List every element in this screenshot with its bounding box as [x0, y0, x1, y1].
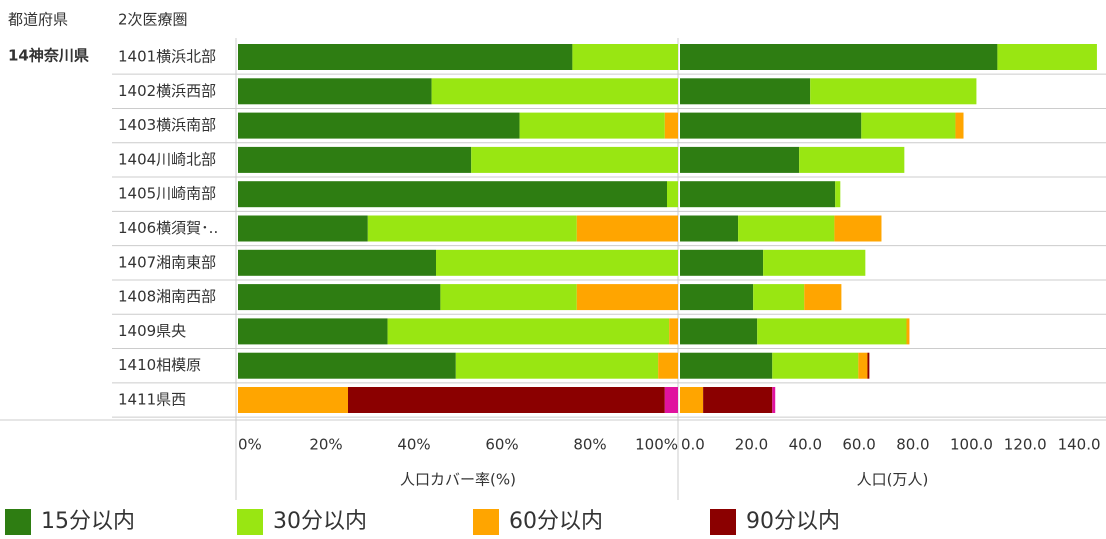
bar-segment — [519, 112, 665, 139]
bar-segment — [238, 249, 436, 276]
x-tick-label: 0% — [238, 436, 262, 454]
bar-segment — [757, 318, 907, 345]
x-tick-label: 120.0 — [1004, 436, 1047, 454]
bar-segment — [238, 215, 368, 242]
row-label: 1407湘南東部 — [118, 253, 216, 271]
bar-segment — [572, 44, 678, 70]
bar-segment — [858, 352, 868, 379]
row-label: 1411県西 — [118, 391, 186, 409]
bar-segment — [658, 352, 678, 379]
bar-segment — [238, 78, 432, 105]
bar-segment — [906, 318, 910, 345]
row-label: 1403横浜南部 — [118, 116, 216, 134]
bar-segment — [238, 44, 573, 70]
bar-segment — [680, 387, 704, 413]
legend-label: 90分以内 — [746, 509, 840, 534]
legend-label: 15分以内 — [41, 509, 135, 534]
header: 都道府県 — [8, 11, 68, 29]
bar-segment — [738, 215, 835, 242]
bar-segment — [440, 284, 577, 311]
bar-segment — [772, 387, 776, 413]
bar-segment — [680, 44, 998, 70]
x-tick-label: 60% — [485, 436, 518, 454]
row-label: 1404川崎北部 — [118, 150, 216, 168]
bar-segment — [238, 352, 456, 379]
bar-segment — [680, 284, 754, 311]
legend-swatch — [710, 509, 736, 535]
x-axis-label: 人口(万人) — [857, 471, 929, 489]
bar-segment — [387, 318, 670, 345]
row-label: 1406横須賀･.. — [118, 219, 218, 237]
x-tick-label: 80.0 — [896, 436, 929, 454]
group-label: 14神奈川県 — [8, 47, 89, 65]
row-label: 1410相模原 — [118, 356, 201, 374]
row-label: 1402横浜西部 — [118, 82, 216, 100]
bar-segment — [680, 181, 836, 208]
bar-segment — [680, 146, 800, 173]
legend-label: 30分以内 — [273, 509, 367, 534]
bar-segment — [238, 181, 667, 208]
row-label: 1405川崎南部 — [118, 185, 216, 203]
bar-segment — [664, 112, 678, 139]
row-label: 1401横浜北部 — [118, 48, 216, 66]
bar-segment — [680, 318, 758, 345]
row-label: 1408湘南西部 — [118, 288, 216, 306]
bar-segment — [436, 249, 678, 276]
bar-segment — [680, 352, 773, 379]
x-tick-label: 20.0 — [735, 436, 768, 454]
x-tick-label: 40% — [397, 436, 430, 454]
bar-segment — [680, 78, 811, 105]
x-tick-label: 140.0 — [1058, 436, 1101, 454]
bar-segment — [576, 284, 678, 311]
bar-segment — [753, 284, 805, 311]
bar-segment — [867, 352, 870, 379]
legend-swatch — [5, 509, 31, 535]
bar-segment — [680, 249, 764, 276]
bar-segment — [763, 249, 866, 276]
bar-segment — [835, 181, 841, 208]
x-tick-label: 100% — [635, 436, 678, 454]
bar-segment — [664, 387, 678, 413]
bar-segment — [703, 387, 773, 413]
legend-label: 60分以内 — [509, 509, 603, 534]
bar-segment — [810, 78, 977, 105]
bar-segment — [834, 215, 882, 242]
bar-segment — [680, 112, 862, 139]
legend-swatch — [473, 509, 499, 535]
x-axis-label: 人口カバー率(%) — [400, 471, 516, 489]
bar-segment — [238, 318, 388, 345]
bar-segment — [471, 146, 678, 173]
bar-segment — [455, 352, 659, 379]
bar-segment — [804, 284, 842, 311]
bar-segment — [238, 387, 348, 413]
x-tick-label: 40.0 — [789, 436, 822, 454]
bar-segment — [238, 284, 441, 311]
bar-segment — [367, 215, 577, 242]
bar-segment — [861, 112, 956, 139]
x-tick-label: 100.0 — [950, 436, 993, 454]
row-label: 1409県央 — [118, 322, 186, 340]
bar-segment — [667, 181, 678, 208]
x-tick-label: 20% — [309, 436, 342, 454]
header: 2次医療圏 — [118, 11, 188, 29]
x-tick-label: 0.0 — [681, 436, 705, 454]
bar-segment — [238, 112, 520, 139]
bar-segment — [669, 318, 678, 345]
bar-segment — [348, 387, 665, 413]
bar-segment — [431, 78, 678, 105]
bar-segment — [997, 44, 1097, 70]
x-tick-label: 80% — [573, 436, 606, 454]
legend-swatch — [237, 509, 263, 535]
bar-segment — [576, 215, 678, 242]
bar-segment — [799, 146, 905, 173]
bar-segment — [238, 146, 472, 173]
x-tick-label: 60.0 — [842, 436, 875, 454]
bar-segment — [772, 352, 859, 379]
bar-segment — [955, 112, 964, 139]
bar-segment — [680, 215, 739, 242]
